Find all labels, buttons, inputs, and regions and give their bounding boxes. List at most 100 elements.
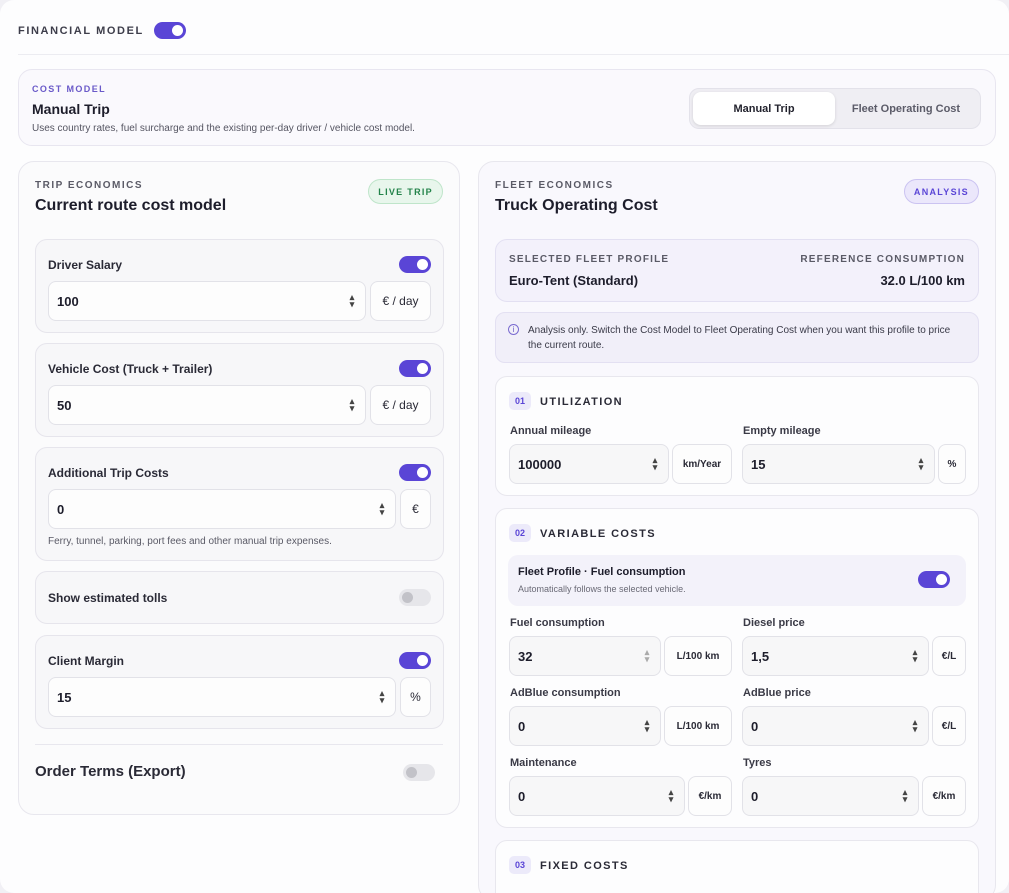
consumption-label: REFERENCE CONSUMPTION — [800, 254, 965, 265]
vehicle-cost-input[interactable]: 50 ▴ ▾ — [48, 385, 366, 425]
additional-costs-unit: € — [400, 489, 431, 529]
maintenance-unit: €/km — [688, 776, 732, 816]
fleet-profile-fuel-title: Fleet Profile · Fuel consumption — [518, 566, 686, 578]
trip-eyebrow: TRIP ECONOMICS — [35, 180, 144, 191]
stepper-icon[interactable]: ▴ ▾ — [912, 647, 918, 664]
section-number: 01 — [509, 392, 531, 410]
section-title: VARIABLE COSTS — [540, 528, 656, 540]
stepper-icon[interactable]: ▴ ▾ — [379, 500, 385, 517]
tolls-label: Show estimated tolls — [48, 590, 168, 605]
additional-costs-input[interactable]: 0 ▴ ▾ — [48, 489, 396, 529]
tyres-unit: €/km — [922, 776, 966, 816]
manual-trip-option[interactable]: Manual Trip — [693, 92, 835, 125]
fixed-costs-section: 03 FIXED COSTS — [495, 840, 979, 893]
diesel-price-input[interactable]: 1,5 ▴ ▾ — [742, 636, 929, 676]
client-margin-card: Client Margin 15 ▴ ▾ % — [35, 635, 444, 729]
additional-costs-toggle[interactable] — [399, 464, 431, 481]
driver-salary-card: Driver Salary 100 ▴ ▾ € / day — [35, 239, 444, 333]
cost-model-switch: Manual Trip Fleet Operating Cost — [689, 88, 981, 129]
cost-model-label: COST MODEL — [32, 84, 106, 94]
order-terms-toggle[interactable] — [403, 764, 435, 781]
fuel-consumption-input[interactable]: 32 ▴ ▾ — [509, 636, 661, 676]
consumption-value: 32.0 L/100 km — [880, 273, 965, 288]
adblue-price-input[interactable]: 0 ▴ ▾ — [742, 706, 929, 746]
info-icon: i — [508, 324, 519, 335]
financial-model-title: FINANCIAL MODEL — [18, 24, 144, 37]
additional-costs-value: 0 — [57, 501, 65, 517]
live-trip-badge: LIVE TRIP — [368, 179, 443, 204]
fuel-consumption-label: Fuel consumption — [510, 617, 605, 629]
adblue-consumption-unit: L/100 km — [664, 706, 732, 746]
additional-costs-card: Additional Trip Costs 0 ▴ ▾ € Ferry, tunne… — [35, 447, 444, 561]
vehicle-cost-label: Vehicle Cost (Truck + Trailer) — [48, 361, 213, 376]
cost-model-box: COST MODEL Manual Trip Uses country rate… — [18, 69, 996, 146]
fleet-heading: Truck Operating Cost — [495, 197, 658, 214]
diesel-price-label: Diesel price — [743, 617, 805, 629]
section-number: 03 — [509, 856, 531, 874]
adblue-consumption-label: AdBlue consumption — [510, 687, 621, 699]
tyres-input[interactable]: 0 ▴ ▾ — [742, 776, 919, 816]
analysis-badge: ANALYSIS — [903, 179, 979, 204]
variable-costs-section: 02 VARIABLE COSTS Fleet Profile · Fuel c… — [495, 508, 979, 828]
tyres-label: Tyres — [743, 757, 772, 769]
vehicle-cost-value: 50 — [57, 397, 72, 413]
stepper-icon[interactable]: ▴ ▾ — [918, 455, 924, 472]
adblue-price-unit: €/L — [932, 706, 966, 746]
driver-salary-unit: € / day — [370, 281, 431, 321]
fleet-profile-box: SELECTED FLEET PROFILE Euro-Tent (Standa… — [495, 239, 979, 302]
section-number: 02 — [509, 524, 531, 542]
annual-mileage-label: Annual mileage — [510, 425, 592, 437]
diesel-price-value: 1,5 — [751, 648, 770, 664]
stepper-icon[interactable]: ▴ ▾ — [644, 647, 650, 664]
client-margin-input[interactable]: 15 ▴ ▾ — [48, 677, 396, 717]
stepper-icon[interactable]: ▴ ▾ — [644, 717, 650, 734]
annual-mileage-input[interactable]: 100000 ▴ ▾ — [509, 444, 669, 484]
profile-label: SELECTED FLEET PROFILE — [509, 254, 670, 265]
stepper-icon[interactable]: ▴ ▾ — [668, 787, 674, 804]
financial-model-toggle[interactable] — [153, 22, 186, 39]
vehicle-cost-toggle[interactable] — [399, 360, 431, 377]
stepper-icon[interactable]: ▴ ▾ — [912, 717, 918, 734]
additional-costs-label: Additional Trip Costs — [48, 465, 169, 480]
empty-mileage-value: 15 — [751, 456, 766, 472]
order-terms-label: Order Terms (Export) — [35, 763, 186, 780]
divider — [18, 54, 1009, 55]
annual-mileage-value: 100000 — [518, 456, 562, 472]
client-margin-toggle[interactable] — [399, 652, 431, 669]
cost-model-subtitle: Uses country rates, fuel surcharge and t… — [32, 123, 415, 134]
maintenance-label: Maintenance — [510, 757, 577, 769]
fleet-operating-cost-option[interactable]: Fleet Operating Cost — [851, 102, 961, 115]
stepper-icon[interactable]: ▴ ▾ — [349, 396, 355, 413]
fuel-consumption-unit: L/100 km — [664, 636, 732, 676]
stepper-icon[interactable]: ▴ ▾ — [652, 455, 658, 472]
fleet-eyebrow: FLEET ECONOMICS — [495, 180, 614, 191]
fleet-profile-fuel: Fleet Profile · Fuel consumption Automat… — [508, 555, 966, 606]
maintenance-input[interactable]: 0 ▴ ▾ — [509, 776, 685, 816]
fleet-economics-card: FLEET ECONOMICS Truck Operating Cost ANA… — [478, 161, 996, 893]
adblue-consumption-input[interactable]: 0 ▴ ▾ — [509, 706, 661, 746]
fleet-profile-fuel-sub: Automatically follows the selected vehic… — [518, 584, 686, 594]
empty-mileage-input[interactable]: 15 ▴ ▾ — [742, 444, 935, 484]
section-title: UTILIZATION — [540, 396, 624, 408]
tolls-toggle[interactable] — [399, 589, 431, 606]
trip-heading: Current route cost model — [35, 197, 227, 214]
adblue-consumption-value: 0 — [518, 718, 526, 734]
empty-mileage-label: Empty mileage — [743, 425, 821, 437]
driver-salary-label: Driver Salary — [48, 257, 123, 272]
vehicle-cost-unit: € / day — [370, 385, 431, 425]
stepper-icon[interactable]: ▴ ▾ — [349, 292, 355, 309]
fleet-profile-fuel-toggle[interactable] — [918, 571, 950, 588]
cost-model-title: Manual Trip — [32, 101, 110, 117]
analysis-info: i Analysis only. Switch the Cost Model t… — [495, 312, 979, 363]
adblue-price-label: AdBlue price — [743, 687, 811, 699]
driver-salary-input[interactable]: 100 ▴ ▾ — [48, 281, 366, 321]
annual-mileage-unit: km/Year — [672, 444, 732, 484]
tyres-value: 0 — [751, 788, 759, 804]
driver-salary-toggle[interactable] — [399, 256, 431, 273]
stepper-icon[interactable]: ▴ ▾ — [902, 787, 908, 804]
maintenance-value: 0 — [518, 788, 526, 804]
client-margin-unit: % — [400, 677, 431, 717]
client-margin-label: Client Margin — [48, 653, 125, 668]
stepper-icon[interactable]: ▴ ▾ — [379, 688, 385, 705]
